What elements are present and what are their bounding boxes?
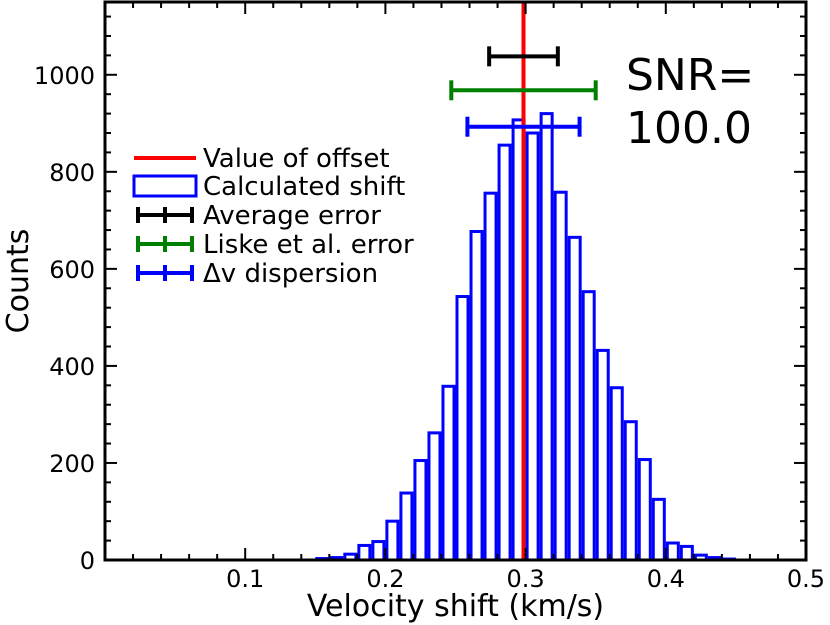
y-tick-label: 400 bbox=[49, 353, 95, 381]
y-tick-label: 800 bbox=[49, 159, 95, 187]
x-tick-label: 0.5 bbox=[787, 565, 825, 593]
snr-annotation-value: 100.0 bbox=[626, 103, 752, 154]
error-bar-average bbox=[487, 46, 560, 67]
histogram-bar bbox=[595, 348, 610, 562]
histogram-bar bbox=[441, 384, 456, 562]
x-tick-label: 0.4 bbox=[647, 565, 685, 593]
histogram-bar bbox=[539, 112, 554, 562]
x-axis-label: Velocity shift (km/s) bbox=[307, 589, 604, 624]
histogram-bar bbox=[581, 290, 596, 562]
legend: Value of offset Calculated shift Average… bbox=[132, 144, 414, 289]
histogram-bar bbox=[609, 386, 624, 562]
y-tick-label: 200 bbox=[49, 450, 95, 478]
legend-label-average: Average error bbox=[203, 201, 381, 231]
histogram-bar bbox=[553, 190, 568, 562]
legend-entry-average: Average error bbox=[136, 201, 381, 231]
legend-swatch-average bbox=[136, 207, 194, 223]
histogram-bar bbox=[651, 497, 666, 562]
histogram-bar bbox=[455, 295, 470, 562]
legend-entry-calculated: Calculated shift bbox=[132, 172, 405, 202]
legend-swatch-calculated bbox=[132, 174, 198, 198]
error-bar-liske bbox=[449, 80, 598, 101]
y-tick-label: 0 bbox=[80, 547, 95, 575]
histogram-bar bbox=[665, 541, 680, 562]
legend-swatch-liske bbox=[136, 236, 194, 252]
histogram-bar bbox=[469, 230, 484, 562]
histogram-bar bbox=[483, 191, 498, 562]
histogram-bar bbox=[679, 544, 694, 562]
histogram-bar bbox=[525, 131, 540, 562]
histogram-bar bbox=[413, 459, 428, 562]
histogram-bar bbox=[371, 540, 386, 562]
x-tick-label: 0.3 bbox=[507, 565, 545, 593]
legend-swatch-dispersion bbox=[136, 265, 194, 281]
plot-frame bbox=[103, 0, 808, 562]
y-axis-label: Counts bbox=[1, 229, 36, 334]
histogram-bar bbox=[357, 543, 372, 562]
histogram-bar bbox=[497, 143, 512, 562]
histogram-bar bbox=[567, 235, 582, 562]
histogram-bar bbox=[399, 491, 414, 562]
x-tick-label: 0.1 bbox=[226, 565, 264, 593]
histogram-bar bbox=[623, 420, 638, 562]
legend-label-dispersion: Δv dispersion bbox=[203, 259, 378, 289]
y-tick-label: 600 bbox=[49, 256, 95, 284]
tick-labels: 0.1 0.2 0.3 0.4 0.5 0 200 400 600 800 1000 bbox=[34, 62, 825, 593]
histogram-bar bbox=[637, 458, 652, 562]
y-tick-label: 1000 bbox=[34, 62, 95, 90]
snr-annotation-label: SNR= bbox=[626, 50, 754, 101]
legend-label-liske: Liske et al. error bbox=[203, 230, 414, 260]
legend-entry-liske: Liske et al. error bbox=[136, 230, 414, 260]
legend-entry-dispersion: Δv dispersion bbox=[136, 259, 378, 289]
histogram-bars bbox=[315, 112, 736, 562]
legend-label-calculated: Calculated shift bbox=[203, 172, 405, 202]
histogram-bar bbox=[385, 519, 400, 562]
error-bars-layer bbox=[449, 46, 598, 137]
legend-label-offset: Value of offset bbox=[203, 144, 390, 174]
histogram-bar bbox=[427, 431, 442, 562]
x-tick-label: 0.2 bbox=[366, 565, 404, 593]
legend-entry-offset: Value of offset bbox=[134, 144, 390, 174]
error-bar-dispersion bbox=[465, 116, 582, 137]
